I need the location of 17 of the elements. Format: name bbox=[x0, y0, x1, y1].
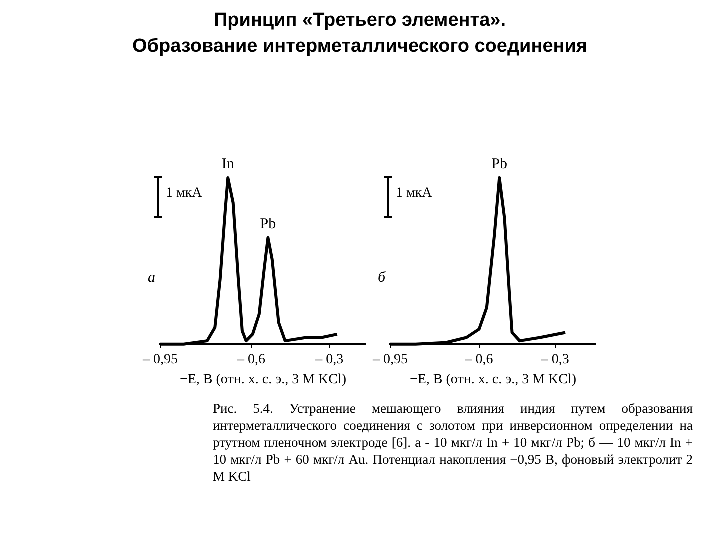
x-axis-title: −E, В (отн. х. с. э., 3 М KCl) bbox=[180, 372, 347, 388]
x-tick-label: – 0,6 bbox=[236, 352, 266, 368]
chart-title: Принцип «Третьего элемента». Образование интерметаллического соединения bbox=[131, 9, 589, 59]
text: а bbox=[148, 270, 156, 287]
annotation: 1 мкА bbox=[396, 186, 432, 202]
x-tick-label: – 0,3 bbox=[314, 352, 344, 368]
x-tick-label: – 0,95 bbox=[142, 352, 178, 368]
annotation: 1 мкА bbox=[166, 186, 202, 202]
text: Рис. 5.4. Устранение мешающего влияния индия путем образования интерметаллического соединения с золотом при инверсионном определении на ртутном пленочном электроде [6]. а - 10 мкг/л In + 10 мкг/л Pb; б — 10 мкг/л In + 10 мкг/л Pb + 60 мкг/л Au. Потенциал накопления −0,95 В, фоновый электролит 2 М KCl bbox=[213, 400, 693, 485]
text: б bbox=[378, 270, 386, 287]
annotation: In bbox=[222, 156, 235, 172]
annotation: Pb bbox=[260, 216, 276, 232]
x-tick-label: – 0,6 bbox=[464, 352, 494, 368]
annotation: Pb bbox=[492, 156, 508, 172]
x-axis-title: −E, В (отн. х. с. э., 3 М KCl) bbox=[410, 372, 577, 388]
x-tick-label: – 0,95 bbox=[372, 352, 408, 368]
x-tick-label: – 0,3 bbox=[540, 352, 570, 368]
